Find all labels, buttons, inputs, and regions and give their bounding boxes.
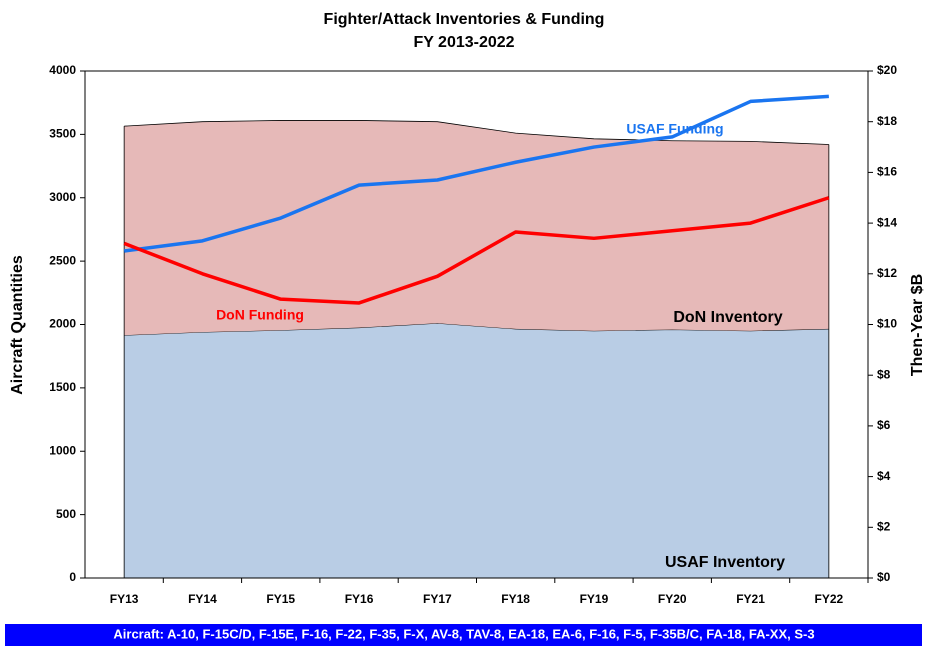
y2-tick-label: $12 [877,266,897,280]
series-label: USAF Inventory [665,554,785,571]
y-axis-title: Aircraft Quantities [9,255,26,395]
y2-tick-label: $0 [877,570,891,584]
x-tick-label: FY18 [501,592,530,606]
x-tick-label: FY19 [580,592,609,606]
x-tick-label: FY15 [266,592,295,606]
y-tick-label: 3000 [49,190,76,204]
y2-tick-label: $14 [877,215,897,229]
y-tick-label: 2000 [49,317,76,331]
y2-tick-label: $8 [877,367,891,381]
series-label: USAF Funding [626,121,723,137]
series-label: DoN Inventory [673,309,782,326]
footnote-band [5,624,922,646]
x-tick-label: FY20 [658,592,687,606]
line [123,94,829,253]
y-tick-label: 1000 [49,443,76,457]
y2-tick-label: $6 [877,418,891,432]
y2-tick-label: $18 [877,114,897,128]
x-tick-label: FY17 [423,592,452,606]
y-tick-label: 2500 [49,253,76,267]
y2-tick-label: $20 [877,63,897,77]
chart-title: Fighter/Attack Inventories & Funding [324,11,605,28]
y-tick-label: 4000 [49,63,76,77]
x-tick-label: FY14 [188,592,217,606]
area-outline [124,120,829,145]
x-tick-label: FY13 [110,592,139,606]
y-tick-label: 1500 [49,380,76,394]
y2-tick-label: $10 [877,317,897,331]
y-tick-label: 500 [56,507,76,521]
x-tick-label: FY21 [736,592,765,606]
y-tick-label: 0 [69,570,76,584]
x-tick-label: FY22 [815,592,844,606]
y-tick-label: 3500 [49,127,76,141]
chart-subtitle: FY 2013-2022 [413,34,514,51]
y2-tick-label: $2 [877,519,891,533]
footnote: Aircraft: A-10, F-15C/D, F-15E, F-16, F-… [113,626,814,641]
area [124,323,829,578]
line [123,196,830,305]
series-label: DoN Funding [216,307,304,323]
y2-tick-label: $16 [877,165,897,179]
x-tick-label: FY16 [345,592,374,606]
area [124,120,829,336]
y2-axis-title: Then-Year $B [909,274,926,376]
y2-tick-label: $4 [877,469,891,483]
